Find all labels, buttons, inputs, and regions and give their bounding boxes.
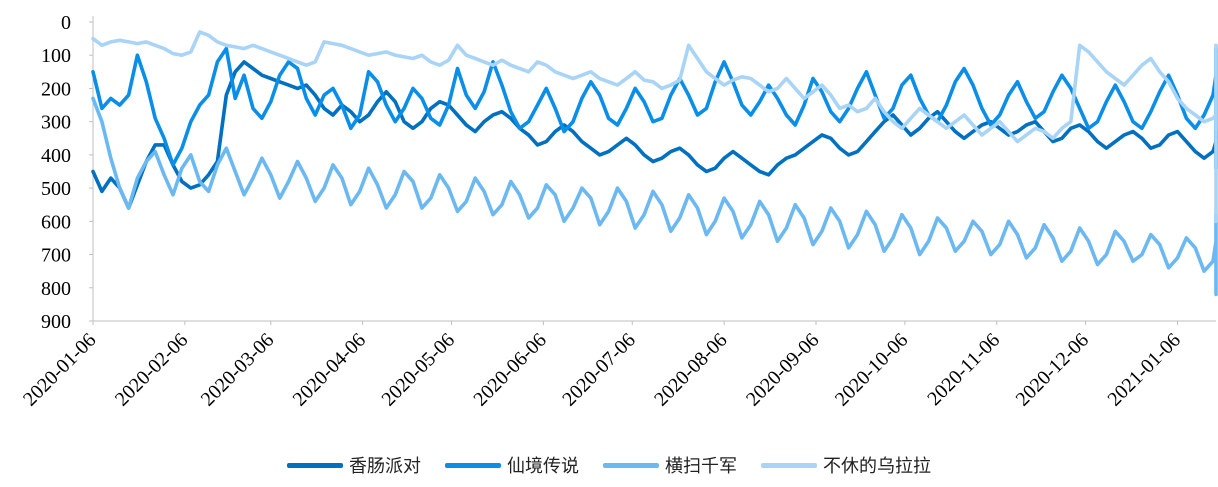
y-tick-label: 0: [61, 12, 71, 34]
y-tick-label: 800: [41, 278, 71, 300]
legend-swatch: [603, 462, 659, 468]
x-axis: 2020-01-06 2020-02-06 2020-03-06 2020-04-06…: [19, 320, 1216, 411]
y-tick-label: 500: [41, 178, 71, 200]
series-layer: [91, 30, 1218, 297]
x-tick-label: 2020-12-06: [1012, 329, 1094, 411]
series-line-2: [91, 46, 1218, 167]
legend-swatch: [287, 462, 343, 468]
legend-label: 横扫千军: [665, 456, 737, 477]
legend-item-series-2: 仙境传说: [445, 452, 579, 478]
x-tick-label: 2020-09-06: [742, 329, 824, 411]
x-tick-label: 2020-04-06: [289, 329, 371, 411]
series-line-3: [91, 96, 1218, 297]
y-tick-label: 200: [41, 78, 71, 100]
legend-swatch: [445, 462, 501, 468]
x-tick-label: 2020-11-06: [923, 329, 1004, 410]
x-tick-label: 2021-01-06: [1103, 329, 1185, 411]
x-tick-label: 2020-08-06: [650, 329, 732, 411]
x-tick-label: 2020-07-06: [558, 329, 640, 411]
series-line-4: [91, 30, 1218, 224]
legend: 香肠派对 仙境传说 横扫千军 不休的乌拉拉: [0, 452, 1218, 478]
y-tick-label: 900: [41, 311, 71, 333]
x-tick-label: 2020-02-06: [111, 329, 193, 411]
y-tick-label: 100: [41, 45, 71, 67]
x-tick-label: 2020-05-06: [378, 329, 460, 411]
legend-label: 不休的乌拉拉: [823, 456, 931, 477]
x-tick-label: 2020-01-06: [19, 329, 101, 411]
y-tick-label: 600: [41, 211, 71, 233]
legend-label: 香肠派对: [349, 456, 421, 477]
legend-label: 仙境传说: [507, 456, 579, 477]
x-tick-label: 2020-06-06: [469, 329, 551, 411]
x-tick-label: 2020-03-06: [197, 329, 279, 411]
y-axis: 0 100 200 300 400 500 600 700 800 900: [41, 12, 94, 333]
x-tick-label: 2020-10-06: [831, 329, 913, 411]
y-tick-label: 400: [41, 145, 71, 167]
y-tick-label: 300: [41, 112, 71, 134]
legend-item-series-3: 横扫千军: [603, 452, 737, 478]
y-tick-label: 700: [41, 245, 71, 267]
legend-swatch: [761, 462, 817, 468]
legend-item-series-1: 香肠派对: [287, 452, 421, 478]
legend-item-series-4: 不休的乌拉拉: [761, 452, 931, 478]
